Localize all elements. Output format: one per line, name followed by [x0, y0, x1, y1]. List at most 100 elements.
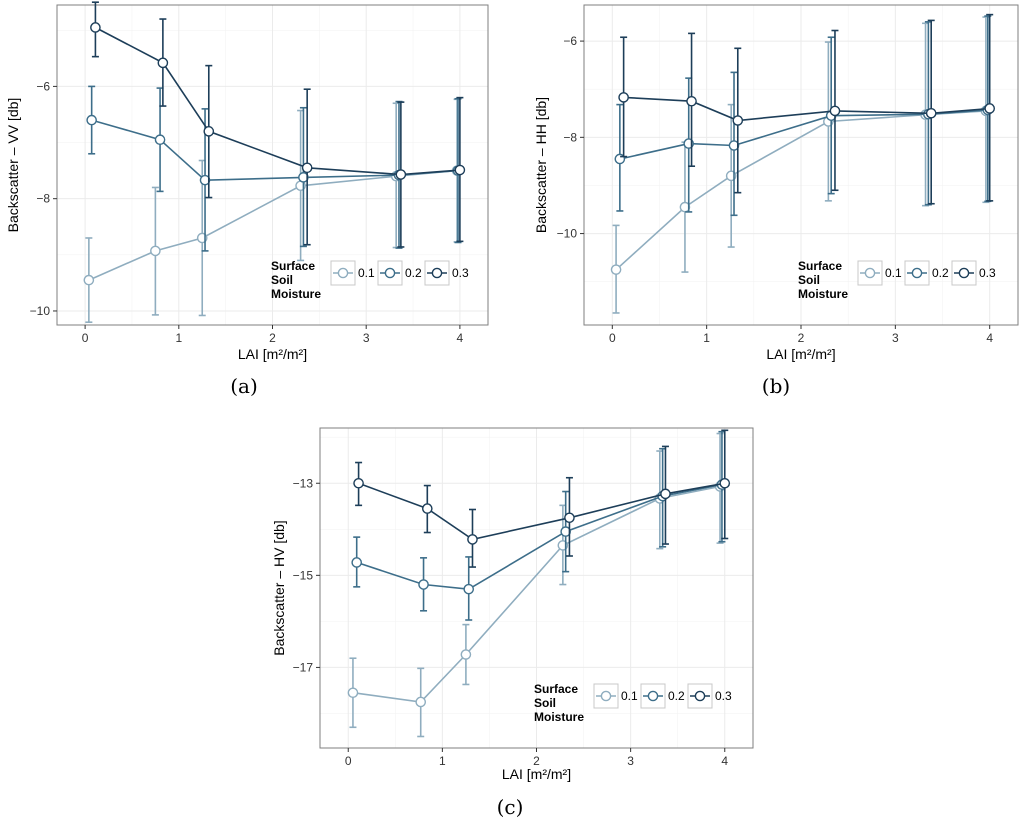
y-tick-label: −8 — [36, 192, 50, 206]
data-point — [150, 245, 161, 257]
legend-key-point — [600, 690, 612, 702]
data-point — [467, 534, 478, 545]
legend-key-point — [431, 267, 443, 279]
data-point — [984, 103, 995, 114]
data-point — [395, 169, 407, 180]
x-tick-label: 1 — [175, 331, 182, 345]
data-point — [353, 477, 364, 489]
data-point — [463, 583, 475, 595]
data-point — [829, 105, 841, 117]
legend-key-point — [337, 267, 349, 279]
series-sm-0-3 — [353, 429, 731, 568]
series-line — [95, 26, 460, 176]
legend-label: 0.2 — [405, 266, 422, 280]
y-tick-label: −13 — [293, 476, 314, 490]
legend-label: 0.1 — [621, 689, 638, 703]
y-tick-label: −6 — [36, 79, 50, 93]
series-line — [623, 96, 990, 122]
x-axis-title: LAI [m²/m²] — [766, 346, 835, 362]
x-tick-label: 2 — [269, 331, 276, 345]
legend-key-point — [647, 690, 659, 702]
legend-title-line: Surface — [798, 259, 842, 273]
legend-key-point — [384, 267, 396, 279]
data-point — [301, 162, 313, 174]
y-tick-label: −10 — [30, 304, 51, 318]
y-axis-title: Backscatter – HV [db] — [271, 520, 287, 655]
x-tick-label: 4 — [721, 754, 728, 768]
data-point — [460, 649, 472, 660]
x-tick-label: 0 — [82, 331, 89, 345]
data-point — [686, 95, 697, 107]
data-point — [679, 201, 691, 213]
data-point — [199, 174, 211, 186]
legend-key-point — [911, 267, 923, 279]
grid-lines — [57, 5, 488, 325]
legend-title-line: Surface — [534, 682, 578, 696]
legend-label: 0.3 — [715, 689, 732, 703]
x-tick-label: 3 — [363, 331, 370, 345]
data-point — [90, 22, 101, 33]
y-tick-label: −15 — [293, 568, 314, 582]
legend-key-point — [958, 267, 970, 279]
y-axis-title: Backscatter – VV [db] — [5, 98, 21, 233]
data-point — [564, 512, 575, 524]
legend-title-line: Surface — [271, 259, 315, 273]
series-sm-0-1 — [83, 98, 463, 323]
data-point — [347, 687, 359, 699]
series-sm-0-3 — [90, 1, 466, 248]
x-tick-label: 2 — [798, 331, 805, 345]
data-point — [86, 114, 97, 126]
legend-key-point — [694, 690, 706, 702]
data-point — [422, 503, 433, 514]
y-tick-label: −6 — [563, 34, 577, 48]
data-point — [618, 92, 629, 103]
legend-title-line: Moisture — [271, 287, 321, 301]
legend-title-line: Soil — [271, 273, 293, 287]
data-point — [83, 274, 95, 286]
y-axis-title: Backscatter – HH [db] — [533, 97, 549, 233]
x-axis-title: LAI [m²/m²] — [502, 766, 571, 782]
series-line — [356, 483, 723, 591]
y-tick-label: −10 — [557, 227, 578, 241]
x-tick-label: 4 — [986, 331, 993, 345]
legend-label: 0.1 — [358, 266, 375, 280]
data-point — [610, 264, 622, 275]
x-axis-title: LAI [m²/m²] — [238, 346, 307, 362]
legend-title-line: Soil — [798, 273, 820, 287]
data-point — [203, 126, 215, 137]
data-point — [418, 579, 429, 590]
data-point — [728, 140, 740, 151]
x-tick-label: 1 — [703, 331, 710, 345]
data-point — [660, 488, 671, 500]
chart-panel-b: 0 1 2 3 4 −10 −8 −6 LAI [m²/m²] Backscatter – HH … — [533, 4, 1019, 398]
data-point — [298, 172, 309, 183]
legend-label: 0.3 — [452, 266, 469, 280]
legend-label: 0.1 — [885, 266, 902, 280]
legend-label: 0.3 — [979, 266, 996, 280]
panel-label: (b) — [762, 374, 790, 398]
y-tick-label: −8 — [563, 130, 577, 144]
legend-title-line: Moisture — [798, 287, 848, 301]
data-point — [351, 557, 363, 568]
series-sm-0-3 — [618, 13, 995, 205]
x-tick-label: 0 — [609, 331, 616, 345]
legend-label: 0.2 — [668, 689, 685, 703]
data-point — [719, 477, 731, 489]
data-point — [415, 696, 427, 708]
legend-title-line: Moisture — [534, 710, 584, 724]
x-tick-label: 1 — [439, 754, 446, 768]
data-point — [157, 57, 169, 69]
data-point — [732, 115, 744, 126]
panel-label: (a) — [230, 374, 258, 398]
chart-panel-a: 0 1 2 3 4 −10 −8 −6 LAI [m²/m²] Backscatter – VV … — [5, 1, 489, 398]
data-point — [560, 526, 571, 537]
x-tick-label: 3 — [627, 754, 634, 768]
series-line — [358, 482, 725, 541]
x-tick-label: 3 — [892, 331, 899, 345]
chart-panel-c: 0 1 2 3 4 −17 −15 −13 LAI [m²/m²] Backscatter – H… — [271, 427, 754, 819]
legend-key-point — [864, 267, 876, 279]
data-point — [454, 164, 466, 176]
